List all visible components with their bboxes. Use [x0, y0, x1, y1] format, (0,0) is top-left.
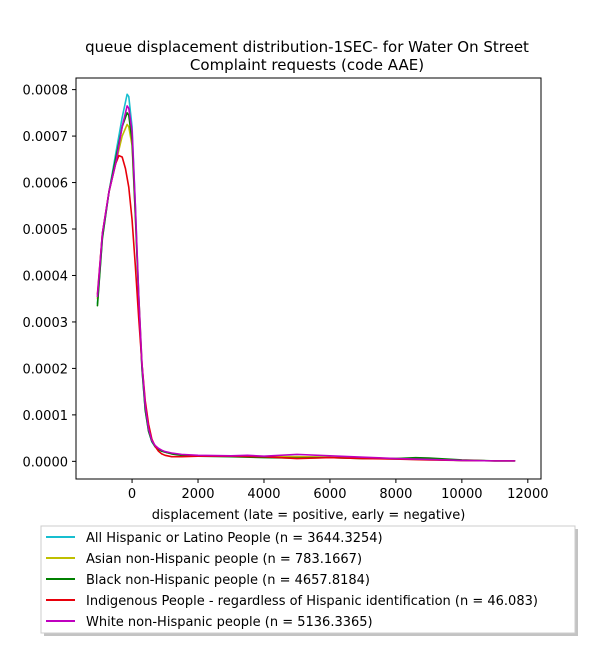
plot-area — [75, 77, 542, 480]
legend-label: White non-Hispanic people (n = 5136.3365… — [86, 615, 373, 630]
series-line-2 — [96, 112, 516, 462]
legend-label: Black non-Hispanic people (n = 4657.8184… — [86, 573, 370, 588]
y-tick-label: 0.0006 — [23, 177, 69, 192]
series-line-3 — [96, 154, 516, 462]
x-tick-label: 4000 — [247, 487, 280, 502]
y-tick-label: 0.0008 — [23, 84, 69, 99]
plot-frame — [75, 77, 542, 480]
y-tick-label: 0.0001 — [23, 409, 69, 424]
y-tick-label: 0.0005 — [23, 223, 69, 238]
chart-title-line: queue displacement distribution-1SEC- fo… — [85, 38, 529, 56]
y-tick-label: 0.0007 — [23, 130, 69, 145]
y-tick-label: 0.0003 — [23, 316, 69, 331]
x-tick-label: 10000 — [441, 487, 482, 502]
x-axis: 0 2000 4000 6000 8000 10000 12000 — [128, 479, 548, 502]
chart-title: queue displacement distribution-1SEC- fo… — [85, 38, 529, 74]
chart-title-line: Complaint requests (code AAE) — [190, 56, 424, 74]
legend-label: All Hispanic or Latino People (n = 3644.… — [86, 531, 383, 546]
legend-label: Indigenous People - regardless of Hispan… — [86, 594, 538, 609]
x-tick-label: 2000 — [181, 487, 214, 502]
y-axis: 0.0000 0.0001 0.0002 0.0003 0.0004 0.0005 0.00… — [23, 84, 76, 470]
y-tick-label: 0.0000 — [23, 455, 69, 470]
x-tick-label: 8000 — [379, 487, 412, 502]
x-tick-label: 0 — [128, 487, 136, 502]
series-line-0 — [96, 93, 516, 462]
y-tick-label: 0.0002 — [23, 362, 69, 377]
x-tick-label: 12000 — [507, 487, 548, 502]
x-axis-label: displacement (late = positive, early = n… — [152, 508, 466, 523]
series-line-1 — [96, 123, 516, 462]
legend: All Hispanic or Latino People (n = 3644.… — [40, 525, 578, 636]
y-tick-label: 0.0004 — [23, 269, 69, 284]
legend-box — [40, 525, 576, 634]
series-line-4 — [96, 105, 516, 462]
legend-label: Asian non-Hispanic people (n = 783.1667) — [86, 552, 362, 567]
x-tick-label: 6000 — [313, 487, 346, 502]
